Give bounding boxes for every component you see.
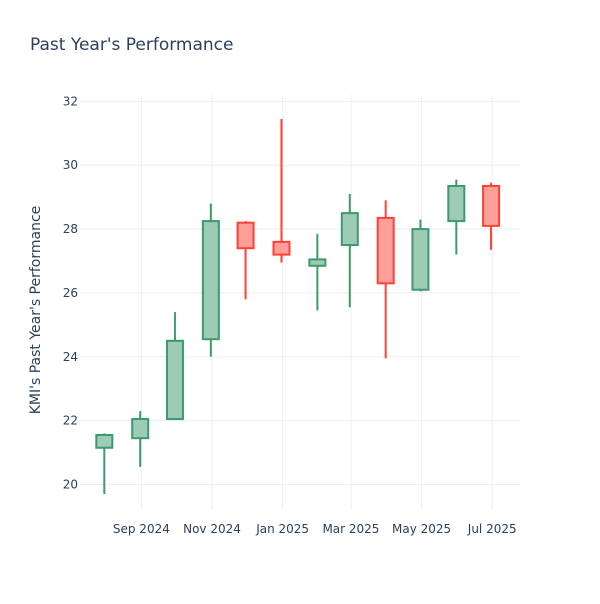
candle-body — [308, 258, 327, 267]
x-tick-label: Sep 2024 — [113, 522, 170, 536]
x-axis-ticks: Sep 2024 Nov 2024 Jan 2025 Mar 2025 May 2025… — [113, 522, 517, 536]
x-tick-label: Nov 2024 — [183, 522, 241, 536]
candle-increasing — [411, 219, 430, 292]
y-tick-label: 28 — [63, 222, 78, 236]
candle-increasing — [308, 233, 327, 311]
candle-body — [272, 240, 291, 256]
candle-body — [236, 221, 255, 250]
candle-increasing — [131, 411, 150, 467]
candle-body — [165, 339, 184, 421]
chart-title: Past Year's Performance — [30, 35, 234, 55]
candle-body — [340, 212, 359, 247]
x-tick-label: May 2025 — [392, 522, 451, 536]
y-tick-label: 30 — [63, 158, 78, 172]
candle-increasing — [447, 179, 466, 255]
y-axis-ticks: 20 22 24 26 28 30 32 — [63, 94, 78, 491]
x-tick-label: Jul 2025 — [467, 522, 517, 536]
candle-body — [201, 220, 220, 341]
candle-increasing — [95, 433, 114, 495]
candle-decreasing — [376, 200, 395, 359]
y-tick-label: 26 — [63, 286, 78, 300]
candles-layer — [95, 118, 501, 495]
candle-decreasing — [272, 118, 291, 263]
candle-body — [376, 216, 395, 285]
candle-increasing — [201, 203, 220, 357]
grid-layer — [80, 95, 520, 510]
candle-body — [482, 184, 501, 227]
candle-decreasing — [482, 182, 501, 250]
candle-increasing — [340, 193, 359, 308]
y-tick-label: 20 — [63, 477, 78, 491]
candle-body — [131, 418, 150, 440]
candle-body — [95, 433, 114, 449]
y-axis-label: KMI's Past Year's Performance — [28, 206, 44, 415]
candle-body — [447, 184, 466, 223]
candle-decreasing — [236, 221, 255, 300]
y-tick-label: 32 — [63, 94, 78, 108]
candle-body — [411, 228, 430, 291]
x-tick-label: Jan 2025 — [255, 522, 309, 536]
candle-increasing — [165, 312, 184, 421]
y-tick-label: 24 — [63, 350, 78, 364]
x-tick-label: Mar 2025 — [322, 522, 379, 536]
y-tick-label: 22 — [63, 414, 78, 428]
